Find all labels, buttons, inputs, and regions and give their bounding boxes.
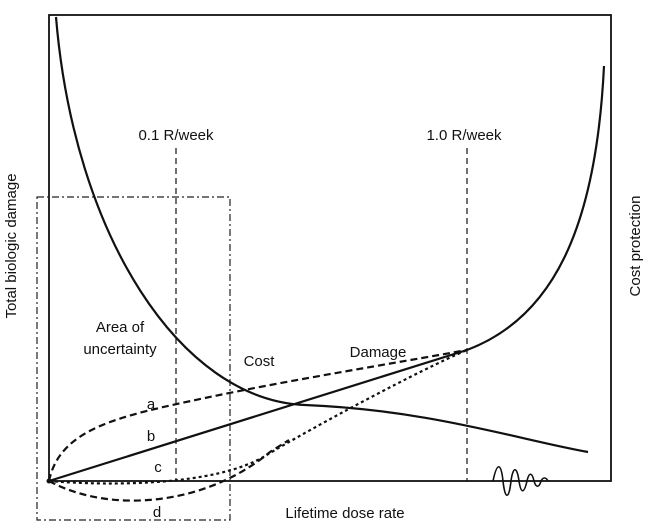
uncertainty-box — [36, 196, 231, 521]
x-axis-label: Lifetime dose rate — [285, 505, 404, 522]
curve-d — [48, 439, 290, 502]
cost-curve — [54, 16, 589, 454]
curve-c — [48, 348, 468, 485]
curve-a — [47, 348, 468, 482]
origin-point — [46, 478, 52, 484]
curve-b-label: b — [147, 428, 155, 445]
marker-left-label: 0.1 R/week — [138, 127, 214, 144]
y-axis-left-label: Total biologic damage — [3, 173, 20, 318]
curve-b — [48, 348, 468, 483]
damage-curve — [466, 65, 606, 352]
uncertainty-label-line1: Area of — [96, 319, 145, 336]
damage-label: Damage — [350, 344, 407, 361]
plot-frame — [48, 14, 612, 482]
uncertainty-label-line2: uncertainty — [83, 341, 157, 358]
marker-right-label: 1.0 R/week — [426, 127, 502, 144]
curve-d-label: d — [153, 504, 161, 521]
curve-a-label: a — [147, 396, 156, 413]
curve-c-label: c — [154, 459, 162, 476]
axis-break-icon — [492, 465, 549, 497]
y-axis-right-label: Cost protection — [627, 196, 644, 297]
cost-label: Cost — [244, 353, 276, 370]
